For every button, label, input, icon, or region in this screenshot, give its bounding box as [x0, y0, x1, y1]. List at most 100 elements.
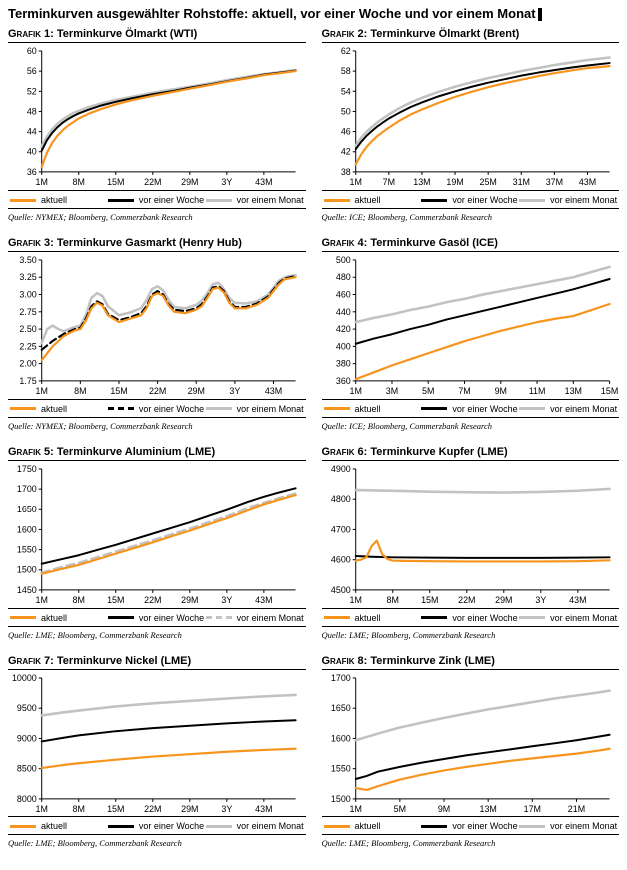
chart-heading: Grafik 5: Terminkurve Aluminium (LME) — [8, 446, 306, 461]
x-tick-label: 15M — [107, 595, 124, 605]
series-aktuell — [354, 539, 611, 563]
line-chart: 36 40 44 48 52 56 60 1M 8M 15M 22M 29M 3Y 43M — [27, 46, 297, 187]
x-tick-label: 29M — [188, 386, 205, 396]
legend-swatch — [205, 407, 232, 411]
y-tick-label: 9500 — [17, 703, 37, 713]
y-tick-label: 38 — [340, 167, 350, 177]
chart-heading-label: Grafik 6: — [321, 445, 371, 458]
line-chart: 360 380 400 420 440 460 480 500 1M 3M 5M 7M 9M 11M 13M… — [335, 255, 617, 396]
y-tick-label: 1650 — [17, 504, 37, 514]
chart-legend: aktuell vor einer Woche vor einem Monat — [8, 400, 306, 417]
legend-rule-bottom — [8, 416, 306, 418]
chart-heading-label: Grafik 5: — [8, 445, 57, 458]
legend-item: vor einer Woche — [107, 195, 206, 205]
chart-legend: aktuell vor einer Woche vor einem Monat — [322, 609, 620, 626]
y-tick-label: 1600 — [330, 733, 350, 743]
series-aktuell — [354, 302, 611, 381]
legend-rule-top — [8, 398, 306, 400]
y-tick-label: 1650 — [330, 703, 350, 713]
legend-rule-bottom — [321, 625, 619, 627]
legend-rule-bottom — [321, 208, 619, 210]
y-tick-label: 2.50 — [19, 324, 36, 334]
x-tick-label: 13M — [479, 803, 496, 813]
x-tick-label: 1M — [349, 386, 361, 396]
legend-label: aktuell — [41, 195, 68, 206]
legend-label: vor einer Woche — [452, 612, 518, 623]
legend-swatch — [205, 824, 232, 828]
legend-item: vor einem Monat — [205, 404, 304, 414]
x-tick-label: 3Y — [221, 803, 232, 813]
series-aktuell — [40, 70, 297, 169]
y-tick-label: 8500 — [17, 763, 37, 773]
x-tick-label: 29M — [181, 595, 198, 605]
chart-panel: Grafik 6: Terminkurve Kupfer (LME) 4500 4… — [321, 445, 620, 641]
x-tick-label: 43M — [265, 386, 282, 396]
series-week — [354, 278, 611, 345]
legend-item: aktuell — [10, 195, 108, 205]
chart-heading-title: Terminkurve Aluminium (LME) — [56, 445, 216, 458]
x-tick-label: 43M — [578, 177, 595, 187]
y-tick-label: 1700 — [330, 673, 350, 683]
x-tick-label: 22M — [144, 595, 161, 605]
chart-heading-title: Terminkurve Ölmarkt (WTI) — [56, 28, 198, 41]
legend-item: vor einem Monat — [205, 195, 304, 205]
x-tick-label: 7M — [458, 386, 470, 396]
chart-source: Quelle: LME; Bloomberg, Commerzbank Rese… — [8, 629, 182, 640]
legend-swatch — [421, 407, 448, 411]
chart-source: Quelle: NYMEX; Bloomberg, Commerzbank Re… — [8, 212, 193, 223]
legend-swatch — [323, 616, 350, 620]
legend-label: vor einer Woche — [452, 821, 518, 832]
series-month — [353, 265, 611, 324]
x-tick-label: 9M — [437, 803, 449, 813]
x-tick-label: 5M — [393, 803, 405, 813]
x-tick-label: 43M — [255, 177, 272, 187]
x-tick-label: 29M — [181, 803, 198, 813]
y-tick-label: 10000 — [12, 673, 37, 683]
series-aktuell — [40, 493, 297, 575]
x-tick-label: 43M — [255, 803, 272, 813]
legend-rule-top — [321, 816, 619, 818]
y-tick-label: 3.25 — [19, 272, 36, 282]
legend-label: vor einer Woche — [452, 403, 518, 414]
legend-item: vor einem Monat — [205, 821, 304, 831]
legend-item: vor einem Monat — [519, 195, 617, 205]
series-week — [40, 718, 297, 743]
legend-swatch — [107, 198, 134, 202]
y-tick-label: 1750 — [17, 464, 37, 474]
legend-item: aktuell — [10, 821, 108, 831]
chart-legend: aktuell vor einer Woche vor einem Monat — [322, 191, 620, 208]
y-tick-label: 8000 — [17, 794, 37, 804]
legend-swatch — [323, 407, 350, 411]
chart-heading-label: Grafik 7: — [8, 654, 57, 667]
legend-label: vor einem Monat — [550, 821, 618, 832]
series-aktuell — [354, 65, 611, 166]
x-tick-label: 15M — [600, 386, 617, 396]
chart-panel: Grafik 5: Terminkurve Aluminium (LME) 14… — [8, 446, 306, 641]
x-tick-label: 8M — [73, 595, 85, 605]
legend-rule-top — [8, 816, 306, 818]
chart-heading-label: Grafik 1: — [8, 28, 57, 41]
x-tick-label: 1M — [349, 803, 361, 813]
x-tick-label: 22M — [149, 386, 166, 396]
y-tick-label: 58 — [340, 66, 350, 76]
y-tick-label: 1.75 — [19, 376, 36, 386]
chart-heading: Grafik 1: Terminkurve Ölmarkt (WTI) — [8, 28, 306, 44]
page-header: Terminkurven ausgewählter Rohstoffe: akt… — [8, 6, 619, 22]
y-tick-label: 420 — [335, 324, 350, 334]
chart-panel: Grafik 3: Terminkurve Gasmarkt (Henry Hu… — [8, 237, 306, 432]
legend-item: vor einer Woche — [421, 821, 519, 831]
line-chart: 1450 1500 1550 1600 1650 1700 1750 1M 8M 15M 22M 29… — [17, 464, 297, 605]
x-tick-label: 8M — [74, 386, 86, 396]
legend-item: vor einem Monat — [205, 613, 304, 623]
y-tick-label: 50 — [340, 107, 350, 117]
x-tick-label: 1M — [349, 177, 361, 187]
line-chart: 1500 1550 1600 1650 1700 1M 5M 9M 13M 17M 21M — [330, 673, 611, 813]
y-tick-label: 54 — [340, 87, 350, 97]
legend-item: vor einem Monat — [519, 404, 617, 414]
chart-panel: Grafik 8: Terminkurve Zink (LME) 1500 155… — [321, 655, 619, 850]
y-tick-label: 4500 — [330, 585, 350, 595]
legend-label: vor einem Monat — [550, 403, 618, 414]
chart-heading: Grafik 4: Terminkurve Gasöl (ICE) — [321, 237, 619, 253]
legend-item: vor einer Woche — [421, 613, 519, 623]
legend-item: vor einer Woche — [107, 613, 206, 623]
